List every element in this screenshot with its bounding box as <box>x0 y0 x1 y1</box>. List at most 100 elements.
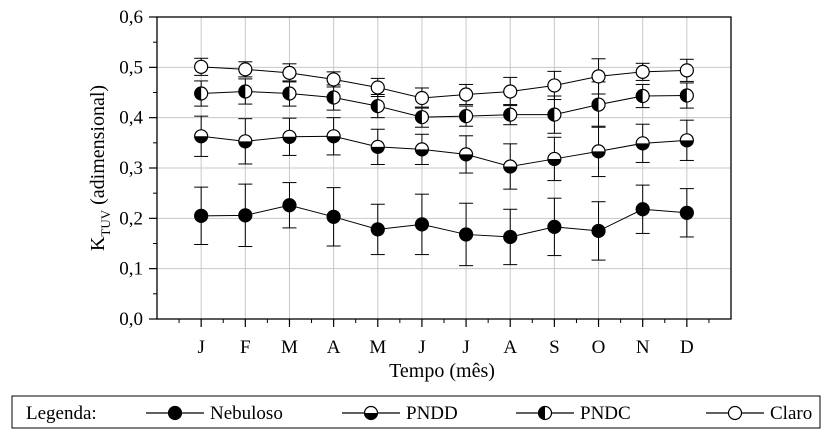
y-tick-label: 0,1 <box>119 259 143 280</box>
x-axis-title: Tempo (mês) <box>389 360 495 382</box>
legend-item-pndc: PNDC <box>516 403 631 424</box>
y-axis-title: KTUV (adimensional) <box>87 85 113 251</box>
y-tick-label: 0,0 <box>119 309 143 330</box>
y-axis-title-subscript: TUV <box>98 209 113 236</box>
data-point-nebuloso <box>458 227 474 242</box>
data-point-nebuloso <box>503 229 518 245</box>
x-tick-label: N <box>636 337 650 358</box>
x-tick-label: S <box>549 337 560 358</box>
data-point-pndc <box>547 107 562 122</box>
data-point-claro <box>591 69 606 84</box>
data-point-pndc <box>458 109 474 124</box>
legend-marker-claro <box>727 405 743 421</box>
legend-items: Nebuloso PNDD PNDC Claro <box>146 403 812 424</box>
data-point-claro <box>679 63 694 78</box>
legend-label-nebuloso: Nebuloso <box>210 403 283 424</box>
data-point-claro <box>503 84 518 99</box>
data-point-pndc <box>370 98 385 114</box>
data-point-pndc <box>503 107 518 122</box>
data-point-nebuloso <box>282 198 297 213</box>
data-point-pndd <box>503 159 518 174</box>
data-point-pndc <box>591 97 606 112</box>
data-point-pndd <box>591 144 606 159</box>
series-line-nebuloso <box>201 204 687 238</box>
data-point-claro <box>238 62 253 77</box>
x-tick-label: A <box>503 337 517 358</box>
data-point-nebuloso <box>238 208 253 223</box>
data-point-pndd <box>282 129 297 144</box>
x-tick-label: M <box>281 337 298 358</box>
legend-marker-pndd <box>363 405 379 421</box>
data-point-pndd <box>458 147 474 162</box>
legend-label-claro: Claro <box>770 403 812 424</box>
legend-box <box>11 395 821 429</box>
data-point-claro <box>458 87 474 102</box>
data-point-claro <box>194 59 209 74</box>
y-tick-label: 0,3 <box>119 158 143 179</box>
data-point-pndd <box>326 129 341 144</box>
series-markers <box>194 59 694 245</box>
data-point-pndc <box>282 86 297 101</box>
legend-marker-nebuloso <box>167 405 183 421</box>
error-bars <box>194 57 694 267</box>
data-point-pndc <box>326 90 341 105</box>
series-line-pndc <box>201 90 687 118</box>
data-point-pndc <box>414 110 430 125</box>
y-tick-label: 0,5 <box>119 57 143 78</box>
data-point-pndd <box>635 136 650 151</box>
legend: Legenda: Nebuloso PNDD PNDC Claro <box>11 395 821 429</box>
data-point-nebuloso <box>679 205 694 220</box>
data-point-nebuloso <box>591 223 606 239</box>
y-axis-title-rest: (adimensional) <box>87 85 109 210</box>
data-point-claro <box>326 72 341 87</box>
x-tick-label: D <box>680 337 694 358</box>
y-axis-title-main: K <box>87 236 109 251</box>
legend-item-nebuloso: Nebuloso <box>146 403 283 424</box>
data-point-pndd <box>194 129 209 144</box>
data-point-pndd <box>238 134 253 149</box>
x-tick-label: J <box>462 337 469 358</box>
data-point-pndc <box>238 84 253 99</box>
data-point-pndd <box>370 139 385 154</box>
data-point-claro <box>635 64 650 79</box>
x-tick-label: J <box>418 337 425 358</box>
legend-label-pndd: PNDD <box>406 403 458 424</box>
x-tick-label: J <box>197 337 204 358</box>
legend-item-claro: Claro <box>706 403 812 424</box>
data-point-pndc <box>635 88 650 104</box>
data-point-pndd <box>547 151 562 167</box>
data-point-nebuloso <box>547 219 562 234</box>
axis-ticks <box>149 16 710 327</box>
data-point-claro <box>414 90 430 106</box>
data-point-claro <box>282 65 297 80</box>
data-point-claro <box>370 80 385 95</box>
data-point-nebuloso <box>370 222 385 237</box>
grid-lines <box>157 17 731 319</box>
legend-marker-pndc <box>537 405 553 421</box>
y-tick-label: 0,4 <box>119 108 143 129</box>
y-tick-label: 0,6 <box>119 7 143 28</box>
data-point-nebuloso <box>414 217 430 232</box>
x-tick-label: A <box>327 337 341 358</box>
data-point-nebuloso <box>326 209 341 224</box>
data-point-pndc <box>194 86 209 101</box>
y-tick-labels: 0,0 0,1 0,2 0,3 0,4 0,5 0,6 <box>119 7 143 330</box>
data-point-pndc <box>679 88 694 103</box>
y-tick-label: 0,2 <box>119 208 143 229</box>
x-tick-label: O <box>592 337 606 358</box>
legend-label-pndc: PNDC <box>580 403 631 424</box>
data-point-pndd <box>679 133 694 148</box>
data-point-pndd <box>414 142 430 157</box>
data-point-claro <box>547 78 562 93</box>
x-tick-label: M <box>369 337 386 358</box>
legend-item-pndd: PNDD <box>342 403 458 424</box>
series-line-pndd <box>201 135 687 168</box>
x-tick-label: F <box>240 337 251 358</box>
data-point-nebuloso <box>635 202 650 217</box>
legend-title: Legenda: <box>26 403 97 424</box>
series-lines <box>201 66 687 238</box>
series-line-claro <box>201 66 687 99</box>
data-point-nebuloso <box>194 208 209 223</box>
